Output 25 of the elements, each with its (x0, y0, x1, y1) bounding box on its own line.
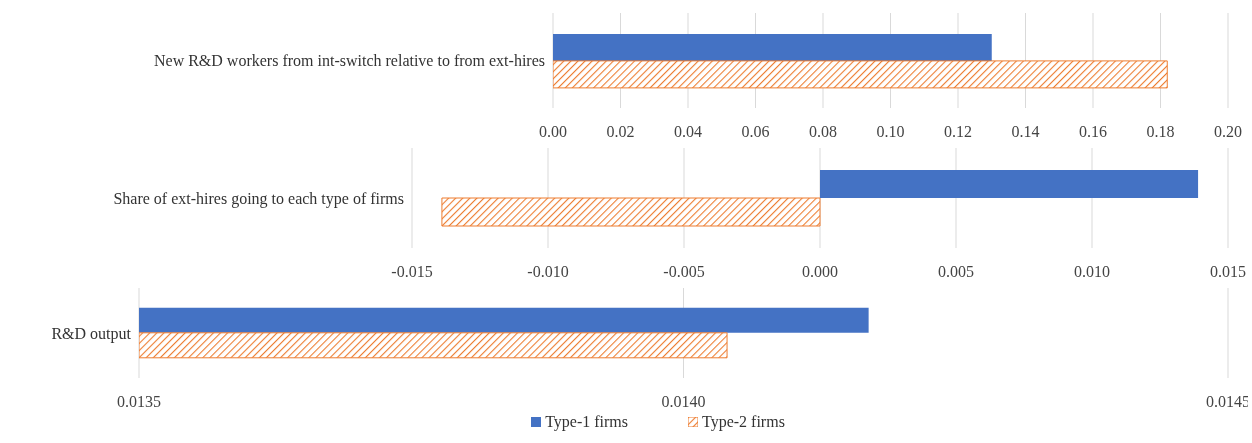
x-tick-label: 0.06 (741, 123, 770, 141)
x-tick-label: 0.005 (938, 263, 974, 281)
x-tick-label: 0.000 (802, 263, 838, 281)
x-tick-label: 0.00 (539, 123, 567, 141)
x-tick-label: 0.04 (674, 123, 702, 141)
y-tick-label: R&D output (51, 324, 132, 343)
y-tick-label: New R&D workers from int-switch relative to from ext-hires (153, 52, 545, 70)
x-tick-label: 0.10 (876, 123, 905, 141)
x-tick-label: -0.005 (663, 263, 705, 281)
x-tick-label: 0.08 (809, 123, 837, 141)
x-tick-label: 0.015 (1210, 263, 1246, 281)
x-tick-label: 0.20 (1214, 123, 1242, 141)
x-tick-label: 0.0140 (661, 393, 706, 411)
x-tick-label: 0.02 (606, 123, 635, 141)
legend-label: Type-2 firms (702, 413, 785, 431)
x-tick-label: 0.12 (944, 123, 972, 141)
legend-label: Type-1 firms (545, 413, 628, 431)
y-tick-label: Share of ext-hires going to each type of firms (113, 189, 404, 208)
x-tick-label: 0.16 (1079, 123, 1107, 141)
x-tick-label: 0.18 (1146, 123, 1175, 141)
x-tick-label: 0.010 (1074, 263, 1110, 281)
x-tick-label: -0.010 (527, 263, 569, 281)
x-tick-label: 0.0135 (117, 393, 161, 411)
x-tick-label: -0.015 (391, 263, 433, 281)
x-tick-label: 0.14 (1011, 123, 1040, 141)
